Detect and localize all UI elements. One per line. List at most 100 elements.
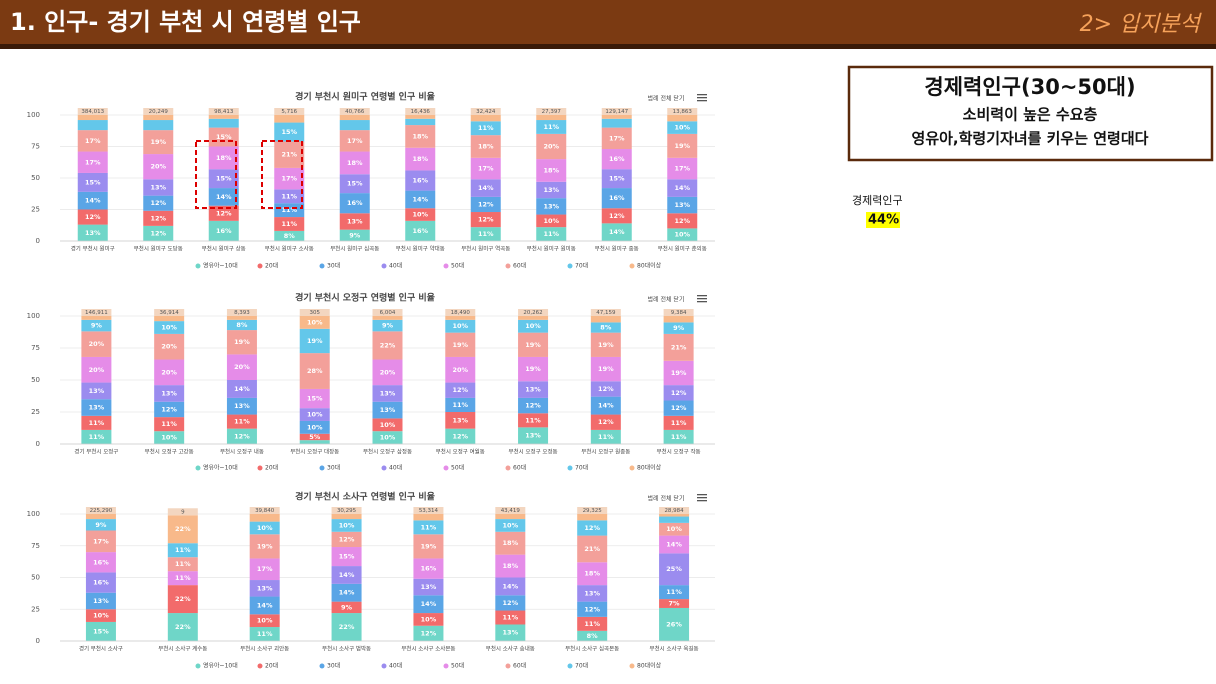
bar-segment xyxy=(299,328,330,354)
bar-segment xyxy=(495,531,526,555)
x-tick-label: 부천시 오정구 작동 xyxy=(657,448,701,456)
bar-segment xyxy=(470,135,501,158)
bar-segment xyxy=(143,120,174,131)
bar-segment xyxy=(85,592,116,610)
data-label: 13% xyxy=(543,202,559,210)
bar-segment xyxy=(577,535,608,563)
bar-segment xyxy=(85,530,116,553)
data-label: 12% xyxy=(671,389,687,397)
bar-segment xyxy=(274,115,305,123)
bar-segment xyxy=(331,519,362,532)
total-label-bg xyxy=(601,108,632,115)
bar-segment xyxy=(667,179,698,197)
total-label: 30,295 xyxy=(337,508,357,514)
bar-segment xyxy=(226,428,257,444)
bar-segment xyxy=(601,115,632,119)
data-label: 20% xyxy=(161,368,177,376)
bar-segment xyxy=(413,558,444,579)
bar-segment xyxy=(470,196,501,213)
data-label: 11% xyxy=(543,123,559,131)
bar-segment xyxy=(601,127,632,150)
bar-segment xyxy=(339,115,370,121)
bar-segment xyxy=(85,609,116,622)
bar-segment xyxy=(274,141,305,168)
data-label: 14% xyxy=(478,184,494,192)
bar-segment xyxy=(601,208,632,224)
total-label-bg xyxy=(249,507,280,514)
menu-icon[interactable] xyxy=(697,295,707,303)
data-label: 20% xyxy=(234,363,250,371)
data-label: 25% xyxy=(666,565,682,573)
bar-segment xyxy=(372,319,403,332)
legend-marker xyxy=(381,263,387,269)
bar-segment xyxy=(143,154,174,180)
menu-icon-line xyxy=(697,94,707,96)
data-label: 10% xyxy=(503,521,519,529)
total-label: 98,413 xyxy=(214,109,234,115)
bar-segment xyxy=(663,316,694,323)
legend-button[interactable]: 범례 전체 닫기 xyxy=(648,296,685,304)
stat-value: 44% xyxy=(868,213,899,228)
x-tick-label: 부천시 원미구 소사동 xyxy=(265,245,314,253)
data-label: 11% xyxy=(543,230,559,238)
menu-icon[interactable] xyxy=(697,94,707,102)
legend-button[interactable]: 범례 전체 닫기 xyxy=(648,95,685,103)
data-label: 15% xyxy=(216,133,232,141)
bar-segment xyxy=(339,193,370,214)
data-label: 10% xyxy=(674,231,690,239)
x-tick-label: 부천시 원미구 역곡동 xyxy=(461,245,510,253)
total-label-bg xyxy=(339,108,370,115)
legend-label: 50대 xyxy=(451,662,464,670)
bar-segment xyxy=(413,514,444,521)
data-label: 10% xyxy=(307,411,323,419)
menu-icon[interactable] xyxy=(697,494,707,502)
bar-segment xyxy=(226,316,257,320)
data-label: 11% xyxy=(525,416,541,424)
legend-button[interactable]: 범례 전체 닫기 xyxy=(648,495,685,503)
data-label: 17% xyxy=(85,137,101,145)
total-label: 36,914 xyxy=(160,310,180,316)
bar-segment xyxy=(208,220,239,241)
bar-segment xyxy=(249,580,280,597)
data-label: 11% xyxy=(175,560,191,568)
bar-segment xyxy=(331,547,362,567)
data-label: 9% xyxy=(91,322,103,330)
bar-segment xyxy=(299,316,330,329)
bar-segment xyxy=(372,331,403,360)
total-label-bg xyxy=(154,309,185,316)
bar-segment xyxy=(413,595,444,614)
data-label: 10% xyxy=(161,324,177,332)
bar-segment xyxy=(154,321,185,334)
x-tick-label: 부천시 오정구 원종동 xyxy=(581,448,630,456)
data-label: 10% xyxy=(452,322,468,330)
bar-segment xyxy=(601,118,632,128)
data-label: 13% xyxy=(93,597,109,605)
bar-segment xyxy=(577,601,608,617)
bar-segment xyxy=(495,514,526,520)
data-label: 12% xyxy=(452,386,468,394)
legend-label: 50대 xyxy=(451,262,464,270)
bar-segment xyxy=(143,179,174,196)
bar-segment xyxy=(249,514,280,522)
bar-segment xyxy=(299,420,330,434)
legend-marker xyxy=(257,465,263,471)
data-label: 15% xyxy=(339,553,355,561)
data-label: 12% xyxy=(478,216,494,224)
bar-segment xyxy=(518,316,549,320)
bar-segment xyxy=(470,212,501,228)
bar-segment xyxy=(226,330,257,355)
total-label-bg xyxy=(536,108,567,115)
legend-label: 40대 xyxy=(389,464,402,472)
legend-marker xyxy=(443,465,449,471)
total-label-bg xyxy=(77,108,108,115)
data-label: 12% xyxy=(584,524,600,532)
legend-label: 20대 xyxy=(265,262,278,270)
menu-icon-line xyxy=(697,494,707,496)
data-label: 11% xyxy=(671,419,687,427)
data-label: 18% xyxy=(412,132,428,140)
bar-segment xyxy=(249,534,280,559)
data-label: 17% xyxy=(257,565,273,573)
total-label: 28,984 xyxy=(664,508,684,514)
bar-segment xyxy=(154,431,185,444)
total-label: 29,325 xyxy=(583,508,603,514)
